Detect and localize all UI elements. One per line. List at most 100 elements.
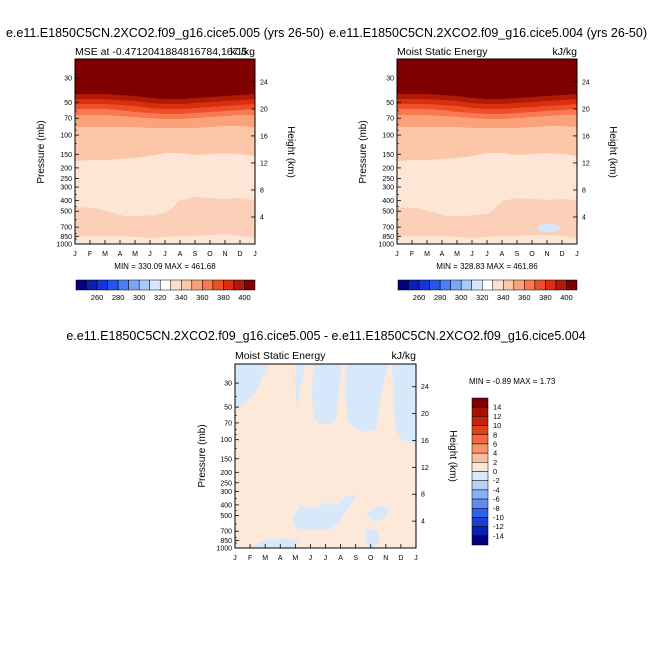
neg-patch-8 [365,529,380,548]
y-tick-label: 30 [386,76,394,83]
height-tick-label: 12 [421,465,429,472]
colorbar-label: 6 [493,439,497,448]
x-tick-label: F [88,251,92,258]
colorbar-cell [545,279,557,291]
colorbar-label: -10 [493,513,504,522]
panel-2: e.e11.E1850C5CN.2XCO2.f09_g16.cice5.004 … [329,26,647,302]
y-tick-label: 50 [386,100,394,107]
y-tick-label: 400 [60,198,72,205]
panel-1-subtitle-right: kJ/kg [230,46,255,58]
y-tick-label: 700 [220,529,232,536]
x-tick-label: O [529,251,535,258]
colorbar-label: 380 [539,293,552,302]
x-tick-label: M [424,251,430,258]
colorbar-cell [471,279,483,291]
y-tick-label: 400 [220,502,232,509]
panel-3-subtitle-right: kJ/kg [391,350,416,362]
colorbar-cell [471,425,489,435]
x-tick-label: A [440,251,445,258]
x-tick-label: N [222,251,227,258]
colorbar-label: 320 [476,293,489,302]
y-tick-label: 250 [382,176,394,183]
height-tick-label: 20 [260,106,268,113]
x-tick-label: D [237,251,242,258]
y-tick-label: 250 [60,176,72,183]
y-tick-label: 250 [220,480,232,487]
colorbar-cell [408,279,420,291]
panel-2-subtitle-left: Moist Static Energy [397,46,488,58]
x-tick-label: O [368,555,374,562]
stats-2: MIN = 328.83 MAX = 461.86 [436,262,538,271]
y-tick-label: 850 [382,234,394,241]
panel-1: e.e11.E1850C5CN.2XCO2.f09_g16.cice5.005 … [6,26,324,302]
ylabel-right-3: Height (km) [447,430,458,482]
x-tick-label: J [414,555,418,562]
colorbar-cell [566,279,578,291]
x-tick-label: J [575,251,579,258]
ylabel-left-1: Pressure (mb) [36,120,47,183]
colorbar-label: 8 [493,430,497,439]
y-tick-label: 100 [382,133,394,140]
y-tick-label: 200 [60,165,72,172]
x-tick-label: A [178,251,183,258]
panel-3-subtitle-left: Moist Static Energy [235,350,326,362]
colorbar-cell [138,279,150,291]
colorbar-label: -8 [493,504,500,513]
y-tick-label: 700 [60,225,72,232]
x-tick-label: O [207,251,213,258]
colorbar-cell [471,535,489,546]
height-tick-label: 16 [260,133,268,140]
x-tick-label: J [395,251,399,258]
y-tick-label: 200 [220,470,232,477]
colorbar-cell [555,279,567,291]
neg-patch-1 [235,364,268,408]
colorbar-label: 2 [493,458,497,467]
colorbar-cell [471,416,489,426]
y-tick-label: 150 [382,152,394,159]
y-tick-label: 850 [60,234,72,241]
x-tick-label: N [544,251,549,258]
height-tick-label: 4 [582,214,586,221]
x-tick-label: J [470,251,474,258]
x-tick-label: A [500,251,505,258]
colorbar-cell [534,279,546,291]
colorbar-cell [159,279,172,291]
colorbar-label: 12 [493,412,501,421]
height-tick-label: 4 [421,519,425,526]
y-tick-label: 300 [220,489,232,496]
colorbar-cell [96,279,108,291]
colorbar-cell [429,279,441,291]
colorbar-cell [471,498,489,509]
colorbar-cell [244,279,256,291]
colorbar-cell [202,279,214,291]
colorbar-cell [149,279,161,291]
colorbar-label: 260 [91,293,104,302]
colorbar-cell [471,462,489,472]
y-tick-label: 500 [382,209,394,216]
colorbar-cell [397,279,409,291]
neg-patch-3 [312,364,342,424]
y-tick-label: 500 [60,209,72,216]
x-tick-label: A [118,251,123,258]
colorbar-1: 260 280 300 320 340 360 380 400 [75,279,256,302]
axis-right-3: 24 20 16 12 8 4 [412,384,429,526]
height-tick-label: 12 [260,160,268,167]
ylabel-left-2: Pressure (mb) [358,120,369,183]
colorbar-cell [233,279,245,291]
x-tick-label: S [193,251,198,258]
colorbar-cell [471,508,489,518]
height-tick-label: 16 [582,133,590,140]
colorbar-cell [460,279,472,291]
y-tick-label: 1000 [216,546,232,553]
colorbar-cell [418,279,430,291]
x-tick-label: S [515,251,520,258]
x-tick-label: A [338,555,343,562]
y-tick-label: 100 [60,133,72,140]
colorbar-cell [471,526,489,537]
x-tick-label: M [292,555,298,562]
panel-2-title: e.e11.E1850C5CN.2XCO2.f09_g16.cice5.004 … [329,26,647,40]
panel-1-plot [74,58,256,245]
